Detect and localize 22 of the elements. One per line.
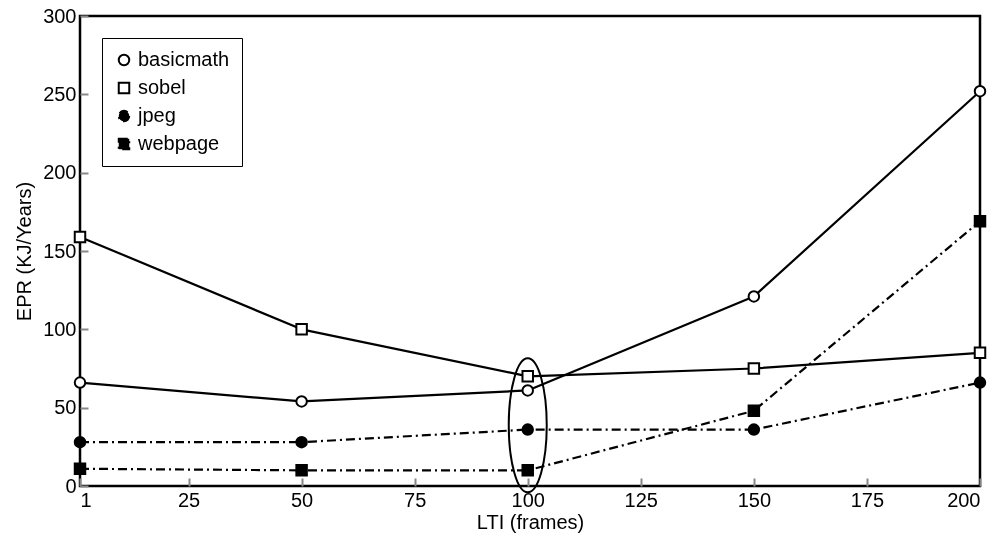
y-tick-label: 150 [43,239,77,262]
x-tick-label: 25 [177,488,201,511]
x-tick-label: 50 [290,488,314,511]
y-axis-title: EPR (KJ/Years) [13,181,36,322]
x-tick-label: 150 [737,488,772,511]
x-tick-label: 175 [850,488,885,511]
y-tick-label: 200 [43,161,77,184]
x-axis-title: LTI (frames) [476,510,585,533]
legend-label: basicmath [138,48,230,70]
y-tick-label: 0 [65,474,77,497]
x-tick-label: 125 [624,488,658,511]
legend-label: sobel [138,76,186,98]
legend-label: jpeg [137,104,176,126]
y-tick-label: 250 [43,82,77,105]
y-tick-label: 100 [43,317,77,340]
x-tick-label: 75 [404,488,427,511]
y-tick-label: 300 [43,4,77,27]
x-tick-label: 100 [511,488,545,511]
x-tick-label: 200 [947,488,981,511]
legend-label: webpage [137,132,220,154]
y-tick-label: 50 [54,396,77,419]
x-tick-label: 1 [80,488,92,511]
